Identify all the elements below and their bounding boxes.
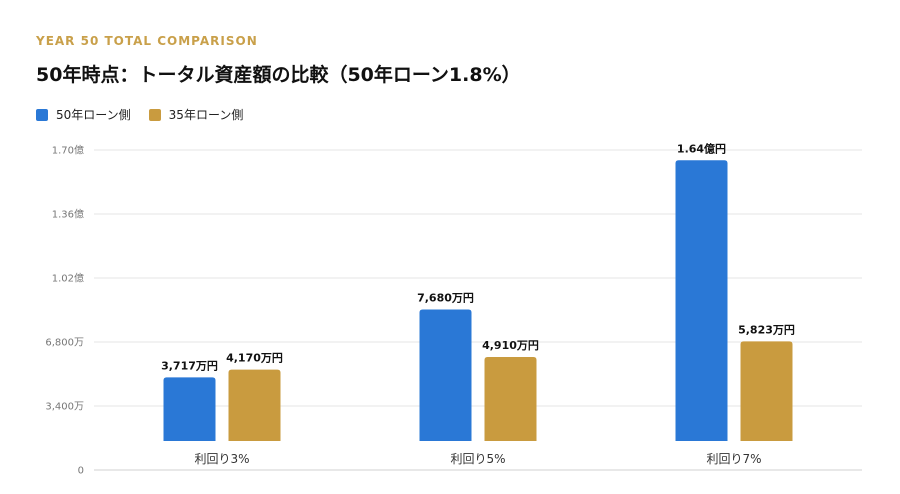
bar-1-2 xyxy=(419,309,472,441)
data-label: 5,823万円 xyxy=(738,323,795,336)
bar-2-2 xyxy=(484,356,537,441)
chart-legend: 50年ローン側 35年ローン側 xyxy=(36,106,243,123)
bar-2-1 xyxy=(228,369,281,441)
data-label: 7,680万円 xyxy=(417,292,474,305)
x-tick-label: 利回り3% xyxy=(194,452,249,466)
legend-swatch-series-1 xyxy=(36,108,48,121)
y-tick-label: 0 xyxy=(78,466,84,477)
legend-label-series-2: 35年ローン側 xyxy=(168,108,244,122)
x-tick-label: 利回り5% xyxy=(450,452,505,466)
y-tick-label: 1.02億 xyxy=(52,272,84,285)
chart-title: 50年時点：トータル資産額の比較（50年ローン1.8%） xyxy=(36,64,521,86)
data-label: 4,170万円 xyxy=(226,352,283,365)
bar-1-3 xyxy=(675,160,728,442)
legend-item-series-1[interactable]: 50年ローン側 xyxy=(36,106,131,123)
bar-2-3 xyxy=(740,341,793,441)
y-tick-label: 6,800万 xyxy=(45,338,84,349)
legend-label-series-1: 50年ローン側 xyxy=(56,108,131,122)
legend-item-series-2[interactable]: 35年ローン側 xyxy=(148,106,244,123)
data-label: 1.64億円 xyxy=(677,141,726,155)
data-label: 3,717万円 xyxy=(161,359,218,372)
legend-swatch-series-2 xyxy=(148,108,161,121)
bar-1-1 xyxy=(163,377,216,441)
data-label: 4,910万円 xyxy=(482,339,539,352)
x-tick-label: 利回り7% xyxy=(706,452,761,466)
y-tick-label: 3,400万 xyxy=(45,402,84,413)
y-tick-label: 1.36億 xyxy=(52,208,84,221)
y-tick-label: 1.70億 xyxy=(52,144,84,157)
chart-eyebrow: YEAR 50 TOTAL COMPARISON xyxy=(36,34,258,48)
